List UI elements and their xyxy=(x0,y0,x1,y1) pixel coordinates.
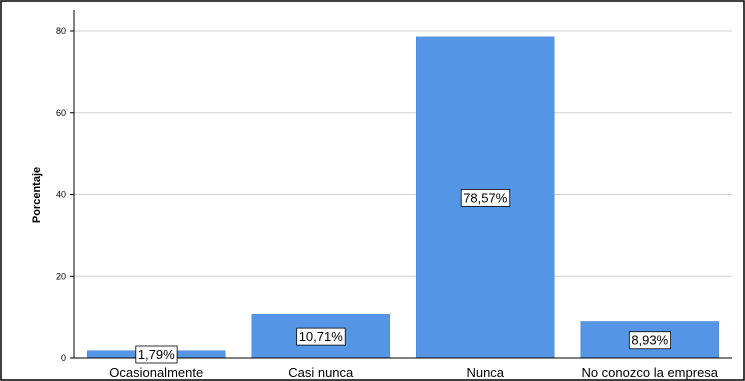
svg-text:10,71%: 10,71% xyxy=(299,329,344,344)
data-label: 8,93% xyxy=(628,331,672,350)
x-tick-label: No conozco la empresa xyxy=(581,365,718,380)
svg-text:1,79%: 1,79% xyxy=(138,347,175,362)
svg-text:8,93%: 8,93% xyxy=(631,333,668,348)
y-axis-label: Porcentaje xyxy=(31,167,43,223)
data-labels: 1,79% 10,71% 78,57% 8,93% xyxy=(135,189,672,364)
y-tick-label: 20 xyxy=(56,271,66,281)
data-label: 10,71% xyxy=(296,327,346,346)
data-label: 78,57% xyxy=(460,189,511,207)
y-tick-label: 80 xyxy=(56,26,66,36)
gridlines xyxy=(74,30,732,277)
x-tick-label: Nunca xyxy=(466,365,504,380)
x-tick-label: Ocasionalmente xyxy=(109,365,203,380)
data-label: 1,79% xyxy=(135,345,178,364)
x-tick-label: Casi nunca xyxy=(288,365,354,380)
svg-text:78,57%: 78,57% xyxy=(463,190,508,205)
axes: 0 20 40 60 80 Porcentaje Ocasionalmente Casi nu… xyxy=(31,10,732,380)
y-tick-label: 0 xyxy=(61,353,66,363)
y-tick-label: 60 xyxy=(56,108,66,118)
y-tick-label: 40 xyxy=(56,190,66,200)
